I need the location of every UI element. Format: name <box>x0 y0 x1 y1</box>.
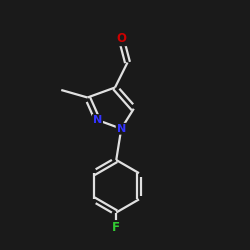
Text: F: F <box>112 221 120 234</box>
Text: N: N <box>93 115 102 125</box>
Text: N: N <box>116 124 126 134</box>
Text: O: O <box>116 32 126 45</box>
